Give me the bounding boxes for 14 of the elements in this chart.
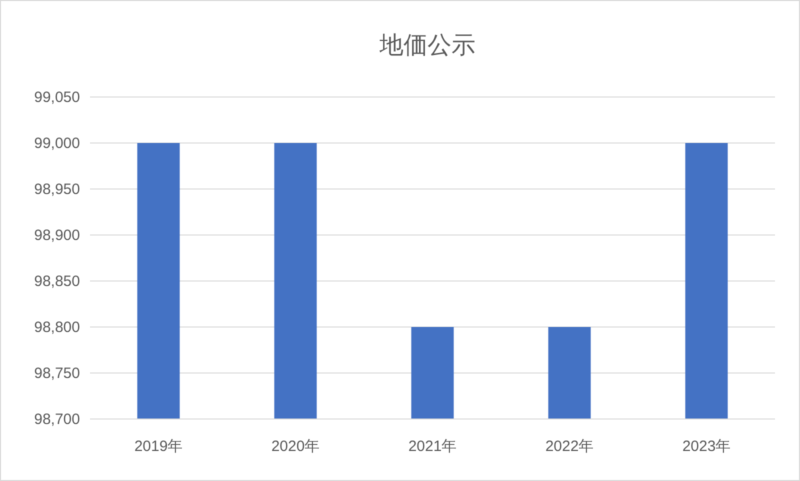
x-tick-label: 2019年	[134, 438, 183, 455]
y-tick-label: 98,900	[34, 227, 80, 244]
x-tick-label: 2022年	[545, 438, 594, 455]
y-tick-label: 98,850	[34, 273, 80, 290]
x-tick-label: 2020年	[271, 438, 320, 455]
y-tick-label: 99,000	[34, 135, 80, 152]
y-tick-label: 98,950	[34, 181, 80, 198]
y-tick-label: 98,750	[34, 365, 80, 382]
x-tick-label: 2023年	[682, 438, 731, 455]
y-tick-label: 99,050	[34, 89, 80, 106]
chart-title: 地価公示	[378, 32, 476, 59]
y-tick-label: 98,800	[34, 319, 80, 336]
x-tick-label: 2021年	[408, 438, 457, 455]
y-tick-label: 98,700	[34, 411, 80, 428]
